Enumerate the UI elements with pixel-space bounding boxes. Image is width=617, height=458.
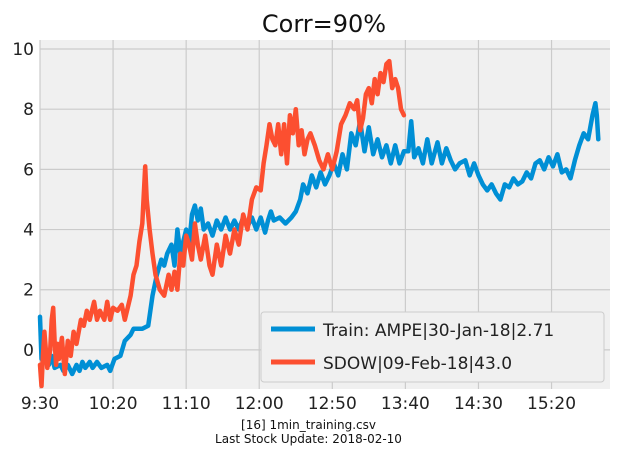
x-tick-label: 10:20 [89, 394, 138, 414]
x-tick-label: 12:00 [235, 394, 284, 414]
y-tick-label: 8 [23, 100, 34, 120]
y-tick-label: 2 [23, 281, 34, 301]
y-tick-label: 10 [12, 40, 34, 60]
legend-label-sdow: SDOW|09-Feb-18|43.0 [323, 354, 512, 374]
x-tick-label: 9:30 [21, 394, 59, 414]
x-tick-label: 11:10 [162, 394, 211, 414]
caption-last-update: Last Stock Update: 2018-02-10 [215, 432, 402, 446]
y-tick-labels: 0 2 4 6 8 10 [12, 40, 34, 361]
x-tick-label: 15:20 [527, 394, 576, 414]
y-tick-label: 0 [23, 341, 34, 361]
chart-canvas: Corr=90% 9:30 10:20 11:10 12:00 12:50 13:40 14… [12, 10, 610, 414]
y-tick-label: 4 [23, 221, 34, 241]
x-tick-label: 13:40 [381, 394, 430, 414]
x-tick-label: 12:50 [308, 394, 357, 414]
grid-lines [39, 40, 610, 389]
legend-box [260, 311, 605, 383]
series-line-train [37, 100, 601, 377]
legend-label-train: Train: AMPE|30-Jan-18|2.71 [322, 321, 554, 341]
x-tick-labels: 9:30 10:20 11:10 12:00 12:50 13:40 14:30 15:20 [21, 394, 576, 414]
chart-title: Corr=90% [262, 10, 386, 38]
y-tick-label: 6 [23, 160, 34, 180]
series-layer [37, 58, 601, 389]
caption-file: [16] 1min_training.csv [241, 418, 376, 432]
x-tick-label: 14:30 [454, 394, 503, 414]
series-line-sdow [37, 58, 407, 389]
legend: Train: AMPE|30-Jan-18|2.71 SDOW|09-Feb-1… [260, 311, 605, 383]
